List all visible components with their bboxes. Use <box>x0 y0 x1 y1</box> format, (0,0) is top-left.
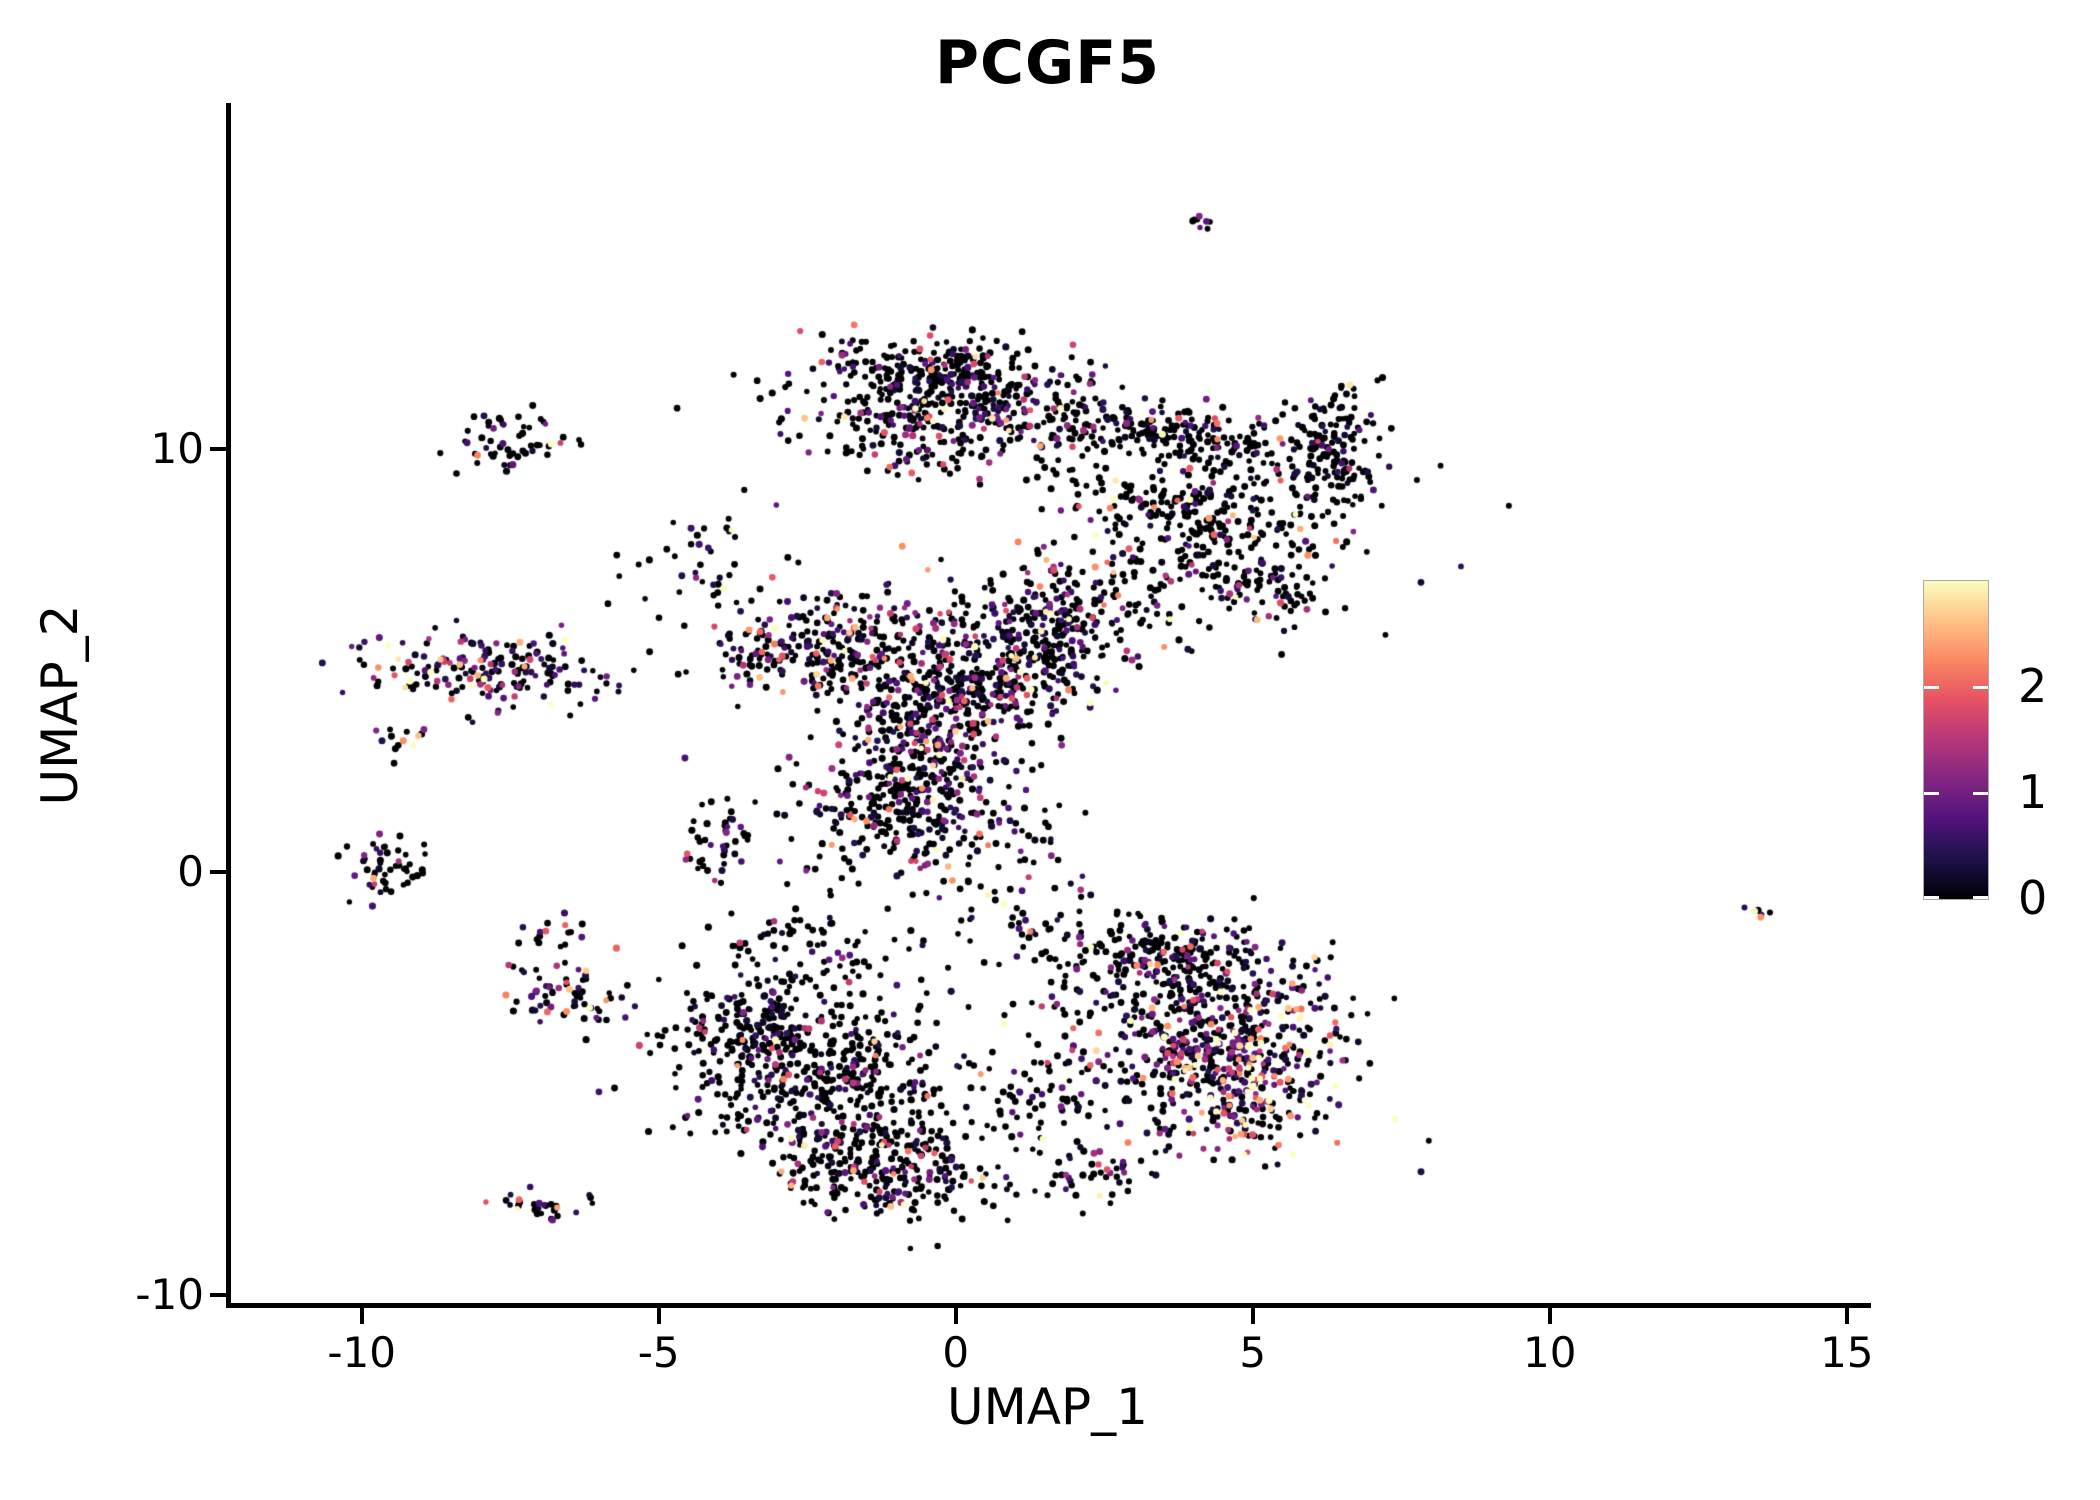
x-tick-label: -10 <box>327 1328 396 1377</box>
y-tick-mark <box>210 869 226 874</box>
colorbar-tick-mark <box>1924 896 1939 899</box>
y-tick-mark <box>210 446 226 451</box>
x-axis-line <box>226 1303 1871 1308</box>
x-tick-label: 5 <box>1239 1328 1267 1377</box>
x-axis-label: UMAP_1 <box>947 1378 1148 1436</box>
x-tick-label: 10 <box>1523 1328 1577 1377</box>
x-tick-mark <box>1250 1308 1255 1324</box>
plot-title: PCGF5 <box>935 28 1160 98</box>
colorbar-tick-label: 2 <box>2018 659 2048 713</box>
colorbar-tick-label: 0 <box>2018 871 2048 925</box>
x-tick-mark <box>359 1308 364 1324</box>
colorbar-tick-label: 1 <box>2018 765 2048 819</box>
x-tick-label: 15 <box>1820 1328 1874 1377</box>
colorbar-tick-mark <box>1973 685 1988 689</box>
y-tick-label: 0 <box>177 846 204 896</box>
x-tick-label: 0 <box>942 1328 970 1377</box>
x-tick-mark <box>1547 1308 1552 1324</box>
x-tick-mark <box>953 1308 958 1324</box>
y-axis-label: UMAP_2 <box>31 604 89 806</box>
y-tick-mark <box>210 1292 226 1297</box>
x-tick-label: -5 <box>637 1328 680 1377</box>
colorbar-tick-mark <box>1924 791 1939 795</box>
colorbar <box>1923 580 1989 900</box>
x-tick-mark <box>656 1308 661 1324</box>
x-tick-mark <box>1844 1308 1849 1324</box>
y-tick-label: -10 <box>135 1269 204 1319</box>
y-axis-line <box>226 103 231 1308</box>
colorbar-tick-mark <box>1924 685 1939 689</box>
y-tick-label: 10 <box>150 423 204 473</box>
colorbar-tick-mark <box>1973 791 1988 795</box>
colorbar-tick-mark <box>1973 896 1988 899</box>
